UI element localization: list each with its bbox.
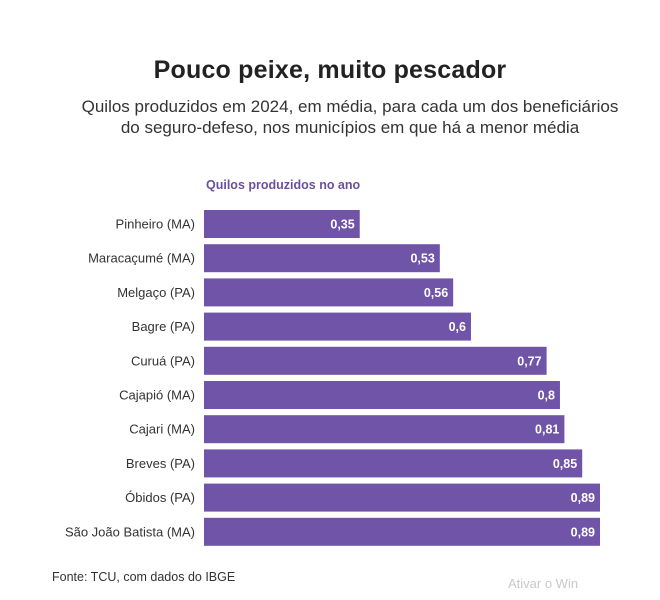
chart-subtitle: Quilos produzidos em 2024, em média, par… (81, 97, 619, 137)
category-label: Óbidos (PA) (125, 490, 195, 505)
category-label: Pinheiro (MA) (116, 217, 195, 232)
bar (204, 381, 560, 409)
bar-value-label: 0,6 (449, 320, 466, 334)
bar-value-label: 0,89 (571, 491, 595, 505)
watermark-text: Ativar o Win (508, 576, 579, 591)
bar-value-label: 0,35 (330, 218, 354, 232)
bar (204, 415, 565, 444)
bar-value-label: 0,8 (538, 389, 555, 403)
bar (204, 210, 360, 238)
bar (204, 278, 454, 307)
bar-value-label: 0,81 (535, 423, 559, 437)
category-label: Cajapió (MA) (119, 388, 195, 403)
bar-value-label: 0,85 (553, 457, 577, 471)
category-label: Breves (PA) (126, 456, 195, 471)
chart-title: Pouco peixe, muito pescador (153, 56, 507, 84)
bar-value-label: 0,89 (571, 525, 595, 539)
category-label: São João Batista (MA) (65, 524, 195, 539)
category-label: Cajari (MA) (129, 422, 195, 437)
bar (204, 312, 471, 341)
category-label: Bagre (PA) (132, 319, 195, 334)
bar (204, 517, 600, 546)
bar (204, 244, 440, 273)
bar-value-label: 0,77 (517, 354, 541, 368)
bar-value-label: 0,56 (424, 286, 448, 300)
bar (204, 346, 547, 375)
category-label: Maracaçumé (MA) (88, 251, 195, 266)
category-label: Curuá (PA) (131, 353, 195, 368)
source-note: Fonte: TCU, com dados do IBGE (52, 570, 236, 584)
category-label: Melgaço (PA) (117, 285, 195, 300)
bar (204, 483, 600, 512)
series-label: Quilos produzidos no ano (206, 178, 361, 192)
bar (204, 449, 583, 478)
bar-value-label: 0,53 (410, 252, 434, 266)
